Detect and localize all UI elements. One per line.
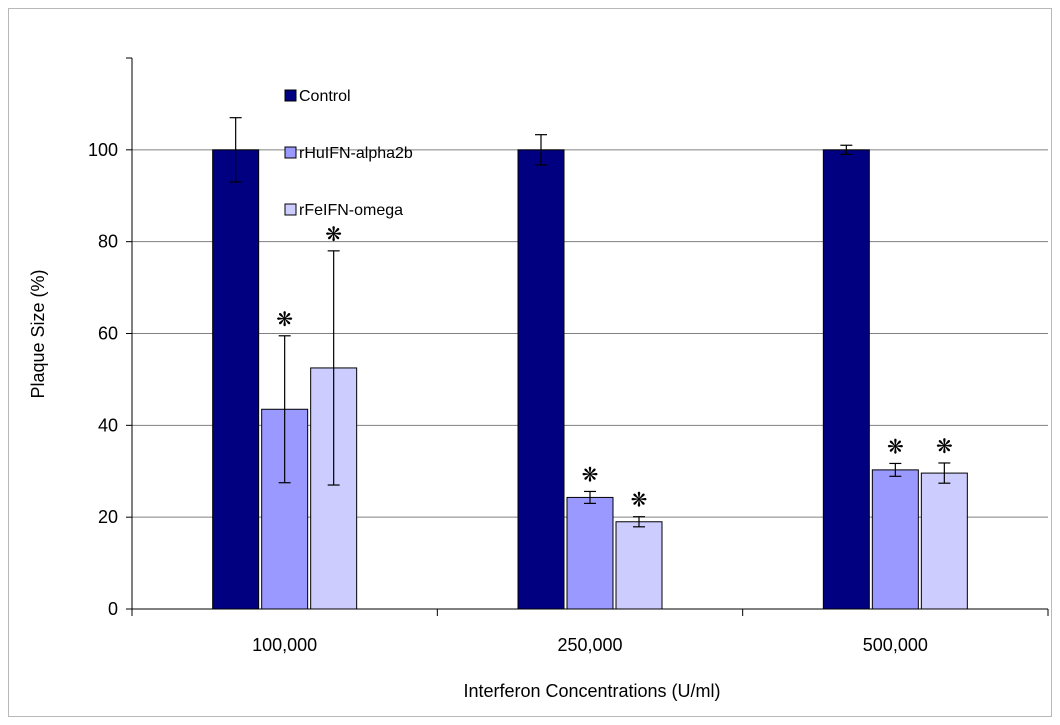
- bar: [920, 472, 968, 610]
- x-tick-label: 100,000: [252, 635, 317, 655]
- bar: [517, 149, 565, 610]
- legend-swatch: [284, 146, 297, 159]
- significance-markers: ❋ ❋ ❋ ❋ ❋ ❋: [276, 222, 952, 512]
- error-bars: [229, 117, 951, 528]
- bar: [212, 149, 260, 610]
- legend-swatch: [284, 203, 297, 216]
- bar: [871, 469, 919, 610]
- y-tick-label: 80: [98, 232, 118, 252]
- significance-star: ❋: [887, 434, 904, 458]
- x-tick-label: 250,000: [557, 635, 622, 655]
- x-axis-title: Interferon Concentrations (U/ml): [463, 681, 720, 701]
- significance-star: ❋: [582, 462, 599, 486]
- y-tick-label: 60: [98, 324, 118, 344]
- axes: [126, 57, 1049, 616]
- y-tick-label: 0: [108, 599, 118, 619]
- significance-star: ❋: [276, 307, 293, 331]
- significance-star: ❋: [631, 488, 648, 512]
- x-tick-label: 500,000: [863, 635, 928, 655]
- legend-swatch: [284, 89, 297, 102]
- bars: [212, 149, 968, 610]
- y-tick-label: 20: [98, 507, 118, 527]
- significance-star: ❋: [936, 434, 953, 458]
- bar: [822, 149, 870, 610]
- significance-star: ❋: [325, 222, 342, 246]
- legend: Control rHuIFN-alpha2b rFeIFN-omega: [284, 88, 413, 219]
- tick-labels: 0 20 40 60 80 100 100,000 250,000 500,000: [88, 140, 928, 655]
- y-tick-label: 100: [88, 140, 118, 160]
- legend-label: Control: [299, 88, 351, 105]
- bar: [566, 496, 614, 610]
- y-axis-title: Plaque Size (%): [28, 269, 48, 398]
- legend-label: rFeIFN-omega: [299, 202, 403, 219]
- bar: [615, 521, 663, 610]
- legend-label: rHuIFN-alpha2b: [299, 145, 413, 162]
- y-tick-label: 40: [98, 415, 118, 435]
